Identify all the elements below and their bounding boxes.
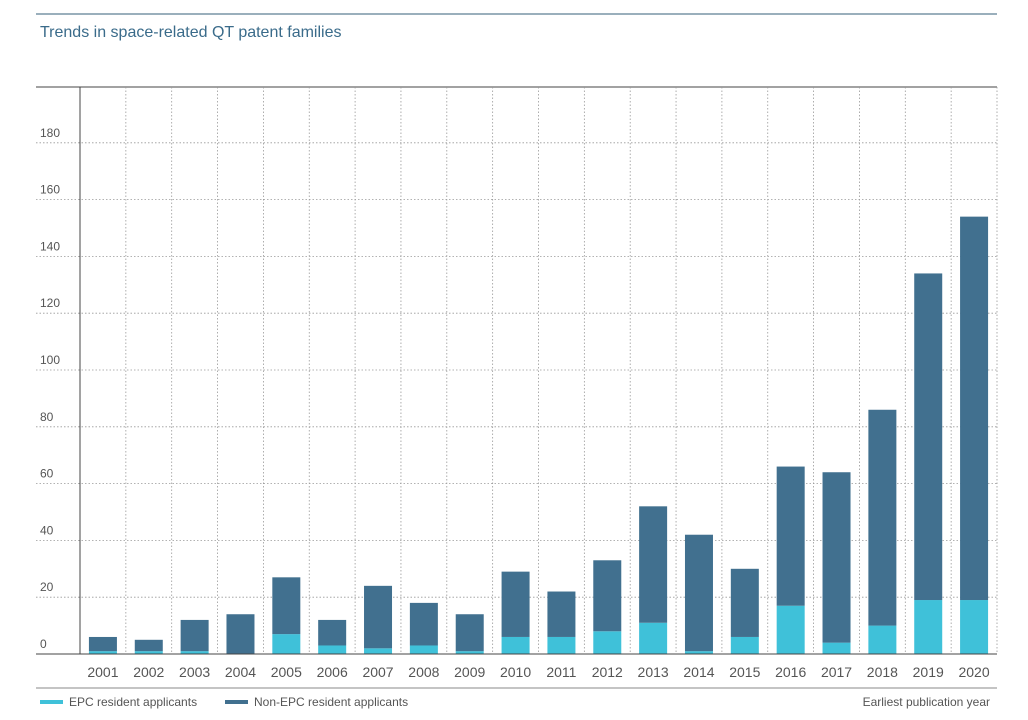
bar-epc-2007 [364,648,393,654]
x-tick-label: 2009 [454,664,485,680]
x-tick-label: 2012 [592,664,623,680]
bar-epc-2013 [639,622,668,654]
bars [88,216,989,654]
bar-non-epc-2017 [822,472,851,643]
y-tick-label: 60 [40,467,54,481]
legend-swatch-epc [40,700,63,704]
bar-epc-2014 [684,651,713,654]
x-tick-label: 2008 [408,664,439,680]
x-tick-label: 2004 [225,664,256,680]
bar-non-epc-2019 [914,273,943,601]
x-tick-label: 2018 [867,664,898,680]
bar-non-epc-2018 [868,409,897,626]
bar-non-epc-2008 [409,602,438,646]
y-tick-label: 100 [40,353,60,367]
y-tick-label: 20 [40,580,54,594]
chart-title: Trends in space-related QT patent famili… [40,24,341,41]
bar-non-epc-2003 [180,619,209,652]
bar-epc-2012 [593,631,622,654]
y-tick-label: 160 [40,183,60,197]
axes: 0 20 40 60 80 100 120 140 160 180 2001 2002 2003 2004… [36,87,997,689]
bar-non-epc-2013 [639,506,668,623]
x-tick-label: 2002 [133,664,164,680]
bar-non-epc-2014 [684,534,713,652]
bar-non-epc-2015 [730,568,759,637]
x-tick-label: 2003 [179,664,210,680]
legend-swatch-non-epc [225,700,248,704]
bar-non-epc-2002 [134,639,163,652]
bar-non-epc-2020 [960,216,989,601]
bar-epc-2010 [501,636,530,654]
bar-epc-2009 [455,651,484,654]
legend-label-non-epc: Non-EPC resident applicants [254,695,408,709]
bar-non-epc-2004 [226,614,255,654]
bar-epc-2018 [868,625,897,654]
bar-non-epc-2005 [272,577,301,635]
y-tick-label: 40 [40,523,54,537]
bar-epc-2020 [960,600,989,654]
bar-epc-2008 [409,645,438,654]
x-tick-label: 2005 [271,664,302,680]
bar-epc-2006 [318,645,347,654]
bar-epc-2019 [914,600,943,654]
x-tick-label: 2014 [683,664,714,680]
x-tick-label: 2001 [87,664,118,680]
x-tick-label: 2010 [500,664,531,680]
legend-label-epc: EPC resident applicants [69,695,197,709]
x-tick-label: 2006 [317,664,348,680]
bar-non-epc-2009 [455,614,484,652]
y-tick-label: 180 [40,126,60,140]
bar-non-epc-2011 [547,591,576,637]
x-tick-label: 2013 [638,664,669,680]
bar-epc-2015 [730,636,759,654]
y-tick-label: 0 [40,637,47,651]
grid [36,86,998,654]
x-tick-label: 2016 [775,664,806,680]
x-axis-label: Earliest publication year [863,695,990,709]
x-tick-label: 2017 [821,664,852,680]
bar-non-epc-2010 [501,571,530,637]
legend: EPC resident applicants Non-EPC resident… [40,695,990,709]
bar-non-epc-2012 [593,560,622,632]
bar-non-epc-2007 [364,585,393,649]
x-tick-label: 2019 [913,664,944,680]
bar-epc-2003 [180,651,209,654]
x-tick-label: 2020 [958,664,989,680]
x-tick-label: 2011 [546,664,576,680]
bar-epc-2011 [547,636,576,654]
x-tick-label: 2015 [729,664,760,680]
bar-epc-2001 [88,651,117,654]
bar-non-epc-2001 [88,636,117,652]
bar-epc-2005 [272,634,301,654]
bar-epc-2016 [776,605,805,654]
bar-non-epc-2016 [776,466,805,606]
x-tick-label: 2007 [362,664,393,680]
bar-non-epc-2006 [318,619,347,646]
y-tick-label: 80 [40,410,54,424]
bar-epc-2002 [134,651,163,654]
y-tick-label: 120 [40,296,60,310]
y-tick-label: 140 [40,239,60,253]
bar-epc-2017 [822,642,851,654]
